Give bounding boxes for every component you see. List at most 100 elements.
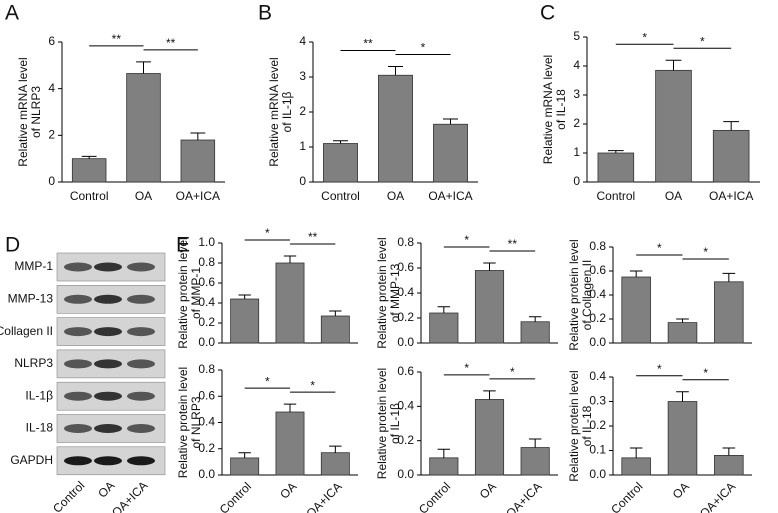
y-tick-label: 4	[299, 34, 306, 48]
y-tick-label: 0.6	[589, 263, 606, 277]
y-tick-label: 4	[48, 81, 55, 95]
y-axis-label: Relative mRNA level	[267, 57, 281, 166]
y-tick-label: 0.4	[397, 399, 414, 413]
blot-band	[94, 294, 122, 304]
y-tick-label: 0.8	[198, 255, 215, 269]
x-tick-label: OA	[665, 189, 682, 203]
bar	[474, 399, 505, 476]
y-tick-label: 0.2	[397, 433, 414, 447]
error-bar	[607, 150, 624, 153]
significance-label: *	[265, 226, 270, 240]
y-tick-label: 0.2	[198, 441, 215, 455]
blot-band	[127, 359, 155, 369]
y-tick-label: 0.6	[397, 364, 414, 378]
protein-label: MMP-1	[14, 259, 53, 273]
y-tick-label: 2	[299, 104, 306, 118]
significance-label: *	[510, 365, 515, 379]
significance-label: **	[508, 237, 518, 251]
x-tick-label: Control	[321, 189, 360, 203]
bar	[474, 270, 505, 344]
error-bar	[437, 306, 451, 313]
blot-band	[64, 424, 92, 433]
significance-label: **	[308, 230, 318, 244]
y-tick-label: 1	[573, 145, 580, 159]
y-tick-label: 0.6	[198, 388, 215, 402]
blot-band	[94, 424, 122, 433]
x-tick-label: OA	[387, 189, 404, 203]
blot-band	[127, 456, 155, 466]
y-tick-label: 1	[299, 139, 306, 153]
error-bar	[723, 121, 740, 131]
error-bar	[81, 155, 97, 159]
y-axis-label: Relative mRNA level	[16, 57, 30, 166]
bar	[320, 315, 350, 344]
y-tick-label: 2	[48, 128, 55, 142]
x-tick-label: OA	[277, 479, 299, 501]
significance-label: **	[363, 37, 373, 51]
blot-band	[64, 294, 92, 304]
bar	[320, 452, 350, 476]
lane-label: OA+ICA	[109, 478, 150, 513]
error-bar	[283, 255, 297, 263]
bar	[621, 457, 651, 476]
error-bar	[442, 118, 459, 125]
significance-label: *	[642, 30, 647, 44]
significance-label: *	[464, 233, 469, 247]
x-tick-label: OA	[670, 479, 692, 501]
y-axis-label: Relative protein level	[176, 367, 190, 478]
bar	[433, 123, 468, 183]
x-tick-label: Control	[416, 479, 453, 513]
y-tick-label: 0.8	[397, 235, 414, 249]
x-tick-label: OA+ICA	[503, 479, 544, 513]
x-tick-label: OA	[135, 189, 152, 203]
blot-band	[64, 456, 92, 466]
blot-band	[127, 424, 155, 433]
y-tick-label: 0.4	[198, 295, 215, 309]
error-bar	[238, 452, 251, 458]
panel-letter: C	[540, 2, 555, 25]
bar	[655, 69, 692, 183]
bar	[126, 73, 161, 183]
y-tick-label: 0.0	[397, 335, 414, 349]
error-bar	[629, 447, 643, 458]
y-tick-label: 0.1	[589, 443, 606, 457]
blot-band	[64, 359, 92, 369]
blot-band	[64, 262, 92, 272]
y-tick-label: 0.0	[397, 467, 414, 481]
y-axis-label: of MMP-1	[189, 267, 203, 319]
y-tick-label: 0.8	[589, 239, 606, 253]
error-bar	[483, 390, 496, 400]
y-axis-label: Relative protein level	[375, 237, 389, 348]
blot-band	[127, 327, 155, 337]
error-bar	[238, 294, 251, 299]
y-tick-label: 0	[573, 174, 580, 188]
bar	[378, 74, 413, 183]
y-tick-label: 0.0	[589, 467, 606, 481]
error-bar	[329, 445, 342, 453]
y-tick-label: 0.2	[198, 315, 215, 329]
bar	[180, 139, 216, 183]
blot-band	[127, 262, 155, 272]
y-axis-label: Relative protein level	[567, 239, 581, 350]
lane-label: OA	[95, 478, 117, 500]
y-tick-label: 2	[573, 116, 580, 130]
y-tick-label: 0.6	[198, 275, 215, 289]
y-tick-label: 4	[573, 58, 580, 72]
y-tick-label: 0.2	[397, 310, 414, 324]
significance-label: *	[421, 41, 426, 55]
y-tick-label: 3	[299, 69, 306, 83]
error-bar	[387, 66, 404, 76]
significance-label: *	[310, 378, 315, 392]
significance-label: **	[112, 32, 122, 46]
bar	[621, 276, 651, 344]
panel-letter: B	[258, 2, 272, 25]
bar	[275, 262, 305, 344]
error-bar	[437, 448, 451, 458]
y-tick-label: 0.3	[589, 394, 606, 408]
blot-band	[94, 391, 122, 401]
protein-label: IL-18	[26, 421, 54, 435]
blot-band	[64, 327, 92, 337]
bar	[230, 298, 260, 344]
blot-band	[127, 391, 155, 401]
y-tick-label: 0.8	[198, 362, 215, 376]
